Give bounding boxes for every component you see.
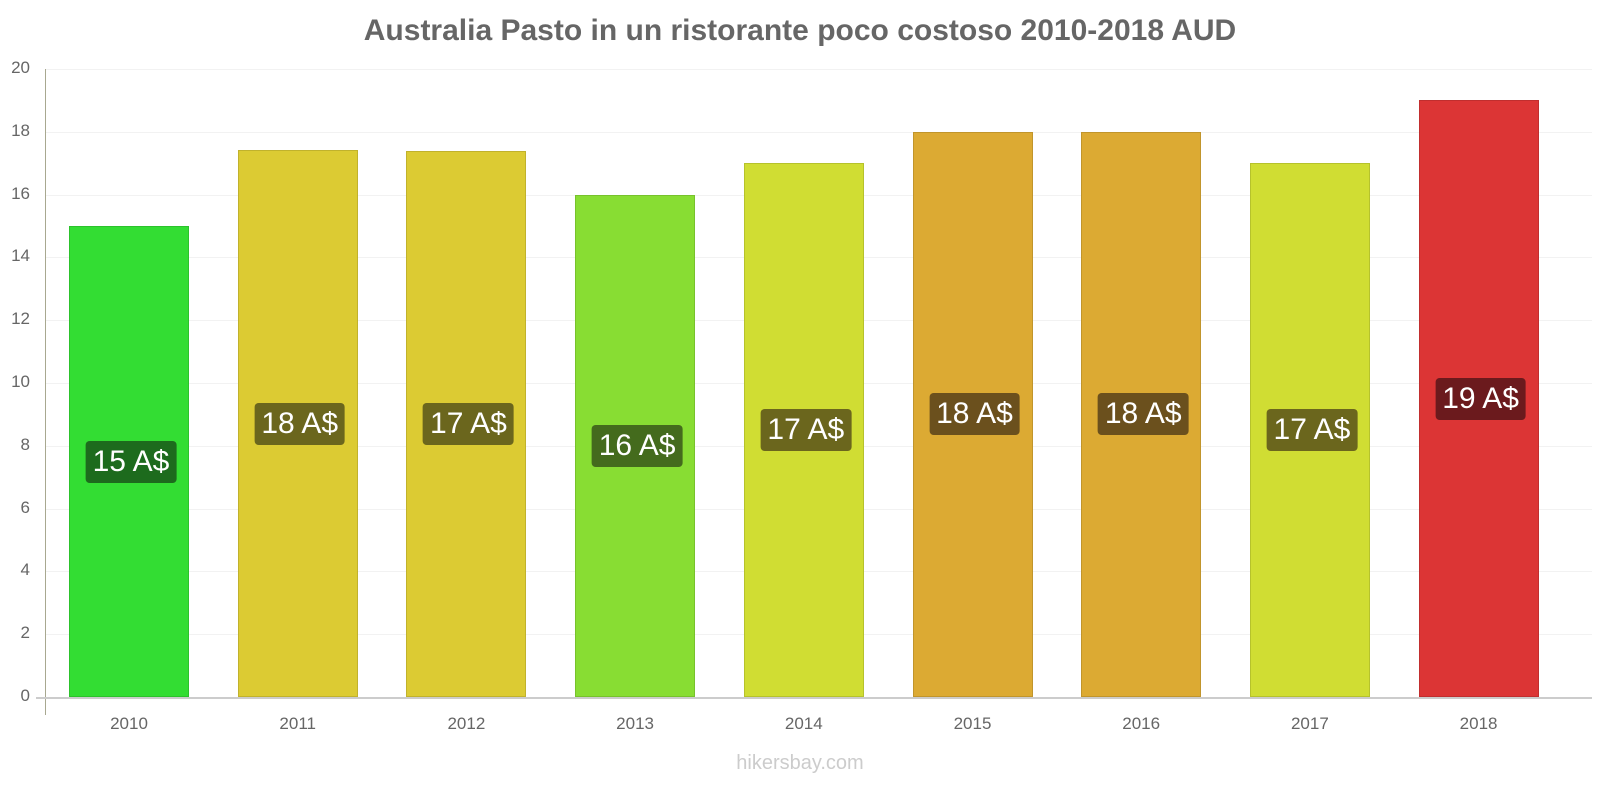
y-tick-label: 20 [11,58,30,77]
y-tick-label: 2 [20,623,30,643]
x-tick-label: 2011 [279,714,316,733]
y-axis-line [45,69,46,715]
y-tick-label: 0 [20,686,30,705]
data-label: 17 A$ [423,402,514,445]
data-label: 17 A$ [760,409,852,452]
y-tick-label: 12 [11,309,30,329]
chart-title: Australia Pasto in un ristorante poco co… [363,14,1237,47]
x-tick-label: 2010 [110,714,148,733]
x-tick-label: 2016 [1122,714,1161,733]
data-label: 18 A$ [929,393,1020,436]
x-tick-label: 2018 [1459,714,1498,733]
y-tick-label: 18 [11,120,30,140]
x-tick-label: 2015 [953,714,992,733]
x-tick-label: 2012 [447,714,486,733]
data-label: 17 A$ [1266,409,1358,452]
y-tick-label: 16 [11,183,30,203]
y-tick-label: 6 [20,497,30,517]
x-tick-label: 2014 [784,714,823,733]
y-tick-label: 10 [11,372,30,391]
data-label: 18 A$ [1097,393,1189,436]
data-label: 18 A$ [254,402,346,445]
y-tick-label: 8 [20,434,30,454]
x-tick-label: 2017 [1290,714,1329,733]
watermark: hikersbay.com [736,752,864,774]
data-label: 15 A$ [85,440,177,483]
x-tick-label: 2013 [616,714,654,733]
y-tick-label: 14 [11,246,30,266]
x-axis-line [36,697,1592,699]
gridline [46,131,1592,133]
y-tick-label: 4 [20,560,30,580]
gridline [46,69,1592,70]
data-label: 16 A$ [591,424,683,467]
data-label: 19 A$ [1435,377,1526,420]
